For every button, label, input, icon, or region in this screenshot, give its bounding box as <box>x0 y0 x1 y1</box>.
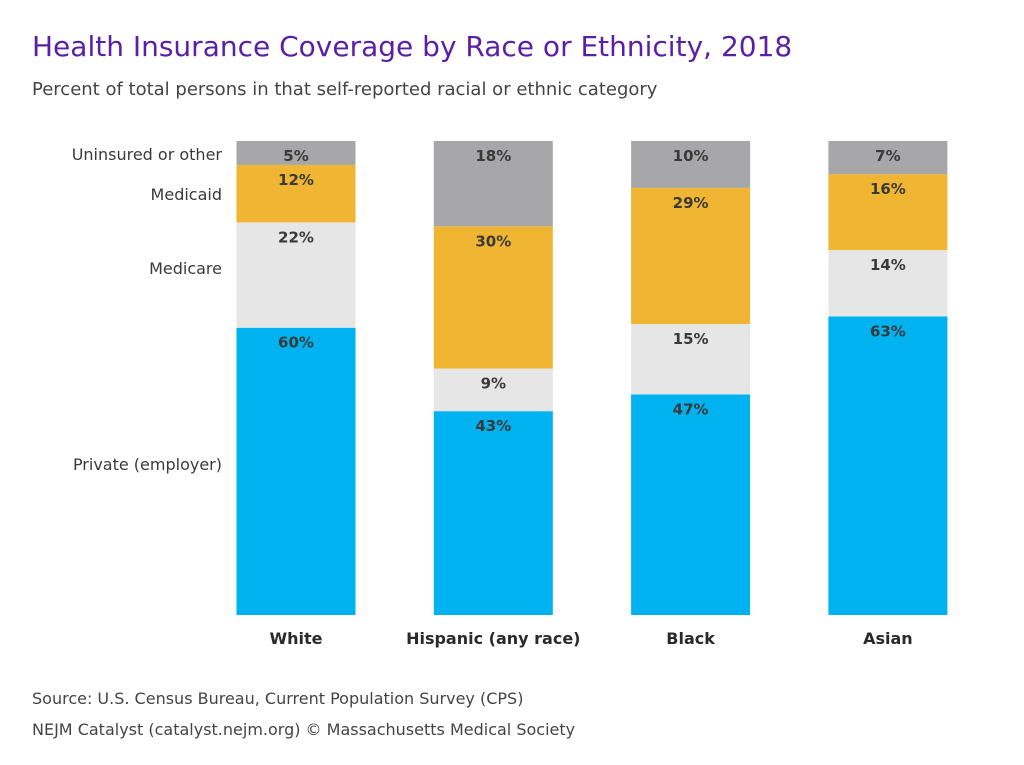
data-label-asian-medicare: 14% <box>870 256 906 274</box>
category-label-white: White <box>269 629 322 648</box>
bar-asian-medicare <box>828 250 948 317</box>
data-label-asian-medicaid: 16% <box>870 180 906 198</box>
chart-title: Health Insurance Coverage by Race or Eth… <box>32 30 793 63</box>
bar-hispanic-any-race-private-employer <box>433 411 553 615</box>
data-label-white-private-employer: 60% <box>278 334 314 352</box>
bar-asian-private-employer <box>828 316 948 615</box>
data-label-black-medicaid: 29% <box>673 194 709 212</box>
bar-white-medicaid <box>236 164 356 223</box>
credit-note: NEJM Catalyst (catalyst.nejm.org) © Mass… <box>32 720 576 739</box>
chart-subtitle: Percent of total persons in that self-re… <box>32 79 658 100</box>
legend-label-medicare: Medicare <box>149 259 222 278</box>
category-label-asian: Asian <box>863 629 913 648</box>
legend-label-uninsured-or-other: Uninsured or other <box>72 145 223 164</box>
data-label-white-medicare: 22% <box>278 228 314 246</box>
bar-white-private-employer <box>236 327 356 615</box>
bar-white-medicare <box>236 222 356 328</box>
data-label-hispanic-any-race-uninsured-or-other: 18% <box>475 147 511 165</box>
bar-hispanic-any-race-medicaid <box>433 226 553 369</box>
data-label-white-medicaid: 12% <box>278 171 314 189</box>
bar-black-medicaid <box>631 187 751 325</box>
data-label-hispanic-any-race-private-employer: 43% <box>475 417 511 435</box>
data-label-white-uninsured-or-other: 5% <box>283 147 308 165</box>
data-label-black-private-employer: 47% <box>673 400 709 418</box>
legend-label-medicaid: Medicaid <box>151 185 222 204</box>
category-label-black: Black <box>666 629 715 648</box>
data-label-asian-uninsured-or-other: 7% <box>875 147 900 165</box>
source-note: Source: U.S. Census Bureau, Current Popu… <box>32 689 524 708</box>
legend-label-private-employer: Private (employer) <box>73 455 222 474</box>
bar-white-uninsured-or-other <box>236 141 356 165</box>
data-label-hispanic-any-race-medicaid: 30% <box>475 232 511 250</box>
bar-hispanic-any-race-medicare <box>433 368 553 412</box>
data-label-asian-private-employer: 63% <box>870 322 906 340</box>
bar-black-private-employer <box>631 394 751 615</box>
bar-asian-uninsured-or-other <box>828 141 948 175</box>
category-label-hispanic-any-race: Hispanic (any race) <box>406 629 580 648</box>
bar-asian-medicaid <box>828 174 948 251</box>
bar-hispanic-any-race-uninsured-or-other <box>433 141 553 227</box>
bar-black-medicare <box>631 324 751 395</box>
data-label-hispanic-any-race-medicare: 9% <box>481 375 506 393</box>
data-label-black-uninsured-or-other: 10% <box>673 147 709 165</box>
bar-black-uninsured-or-other <box>631 141 751 188</box>
data-label-black-medicare: 15% <box>673 330 709 348</box>
